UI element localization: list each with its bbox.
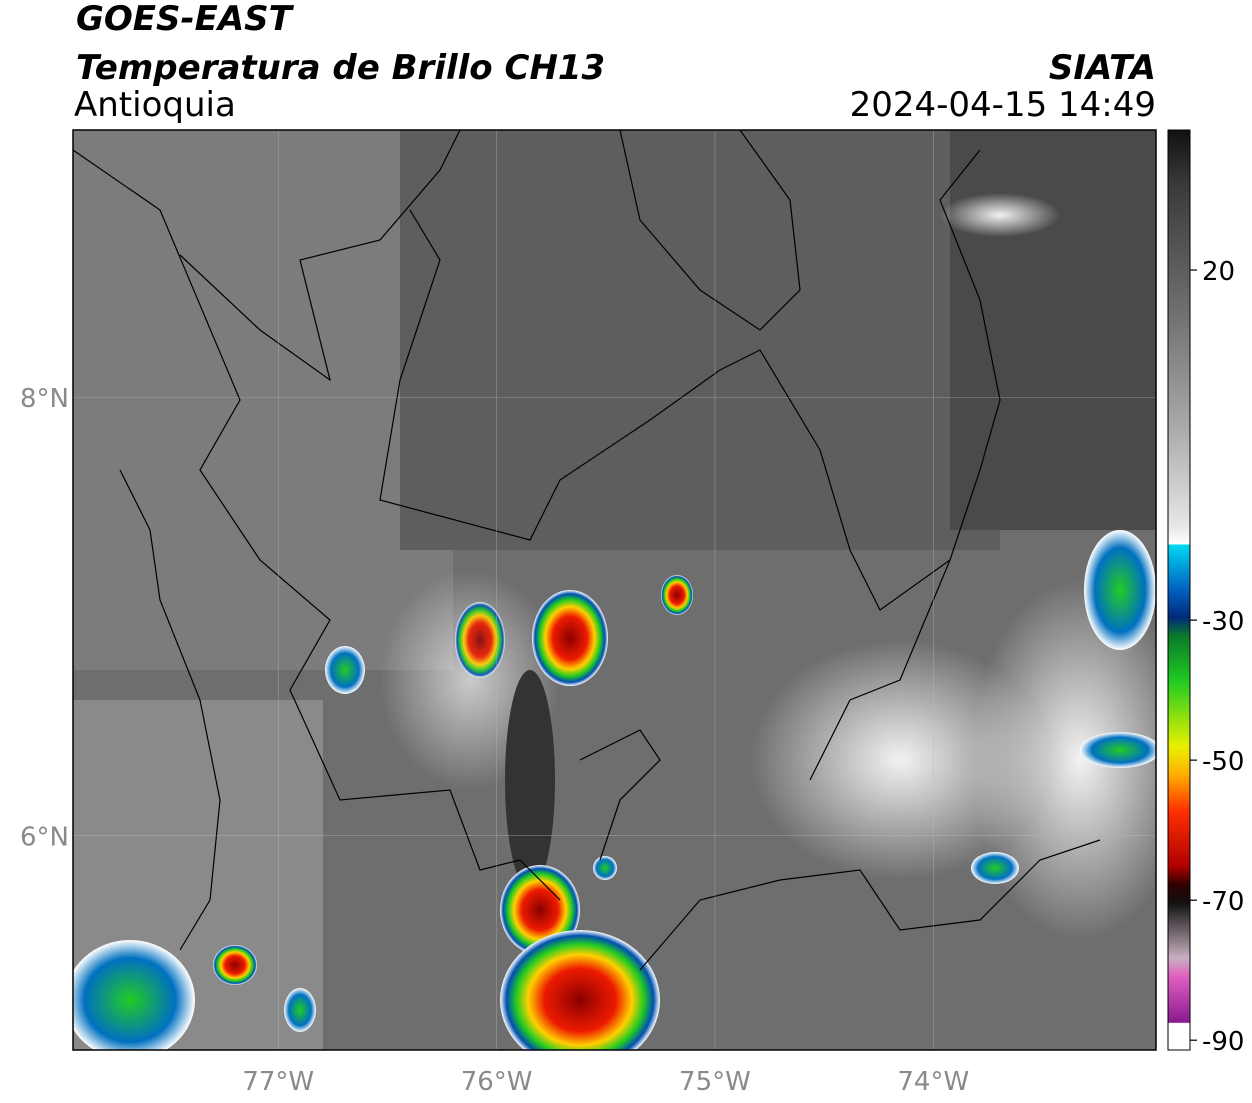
region: Antioquia [74,85,236,125]
datetime: 2024-04-15 14:49 [850,85,1156,125]
lat-tick-label: 8°N [20,384,69,414]
colorbar-tick-label: -50 [1202,747,1244,777]
colorbar-tick-label: 20 [1202,257,1235,287]
title: GOES-EAST [76,0,295,39]
colorbar-tick-label: -30 [1202,607,1244,637]
lon-tick-label: 76°W [461,1067,533,1097]
lat-tick-label: 6°N [20,822,69,852]
subtitle: Temperatura de Brillo CH13 [76,48,605,88]
colorbar [1167,129,1191,1051]
agency: SIATA [1049,48,1156,88]
colorbar-tick-label: -70 [1202,887,1244,917]
lon-tick-label: 74°W [897,1067,969,1097]
colorbar-tick-label: -90 [1202,1027,1244,1057]
lon-tick-label: 77°W [242,1067,314,1097]
satellite-image [73,130,1156,1050]
map-frame [72,129,1157,1051]
lon-tick-label: 75°W [679,1067,751,1097]
